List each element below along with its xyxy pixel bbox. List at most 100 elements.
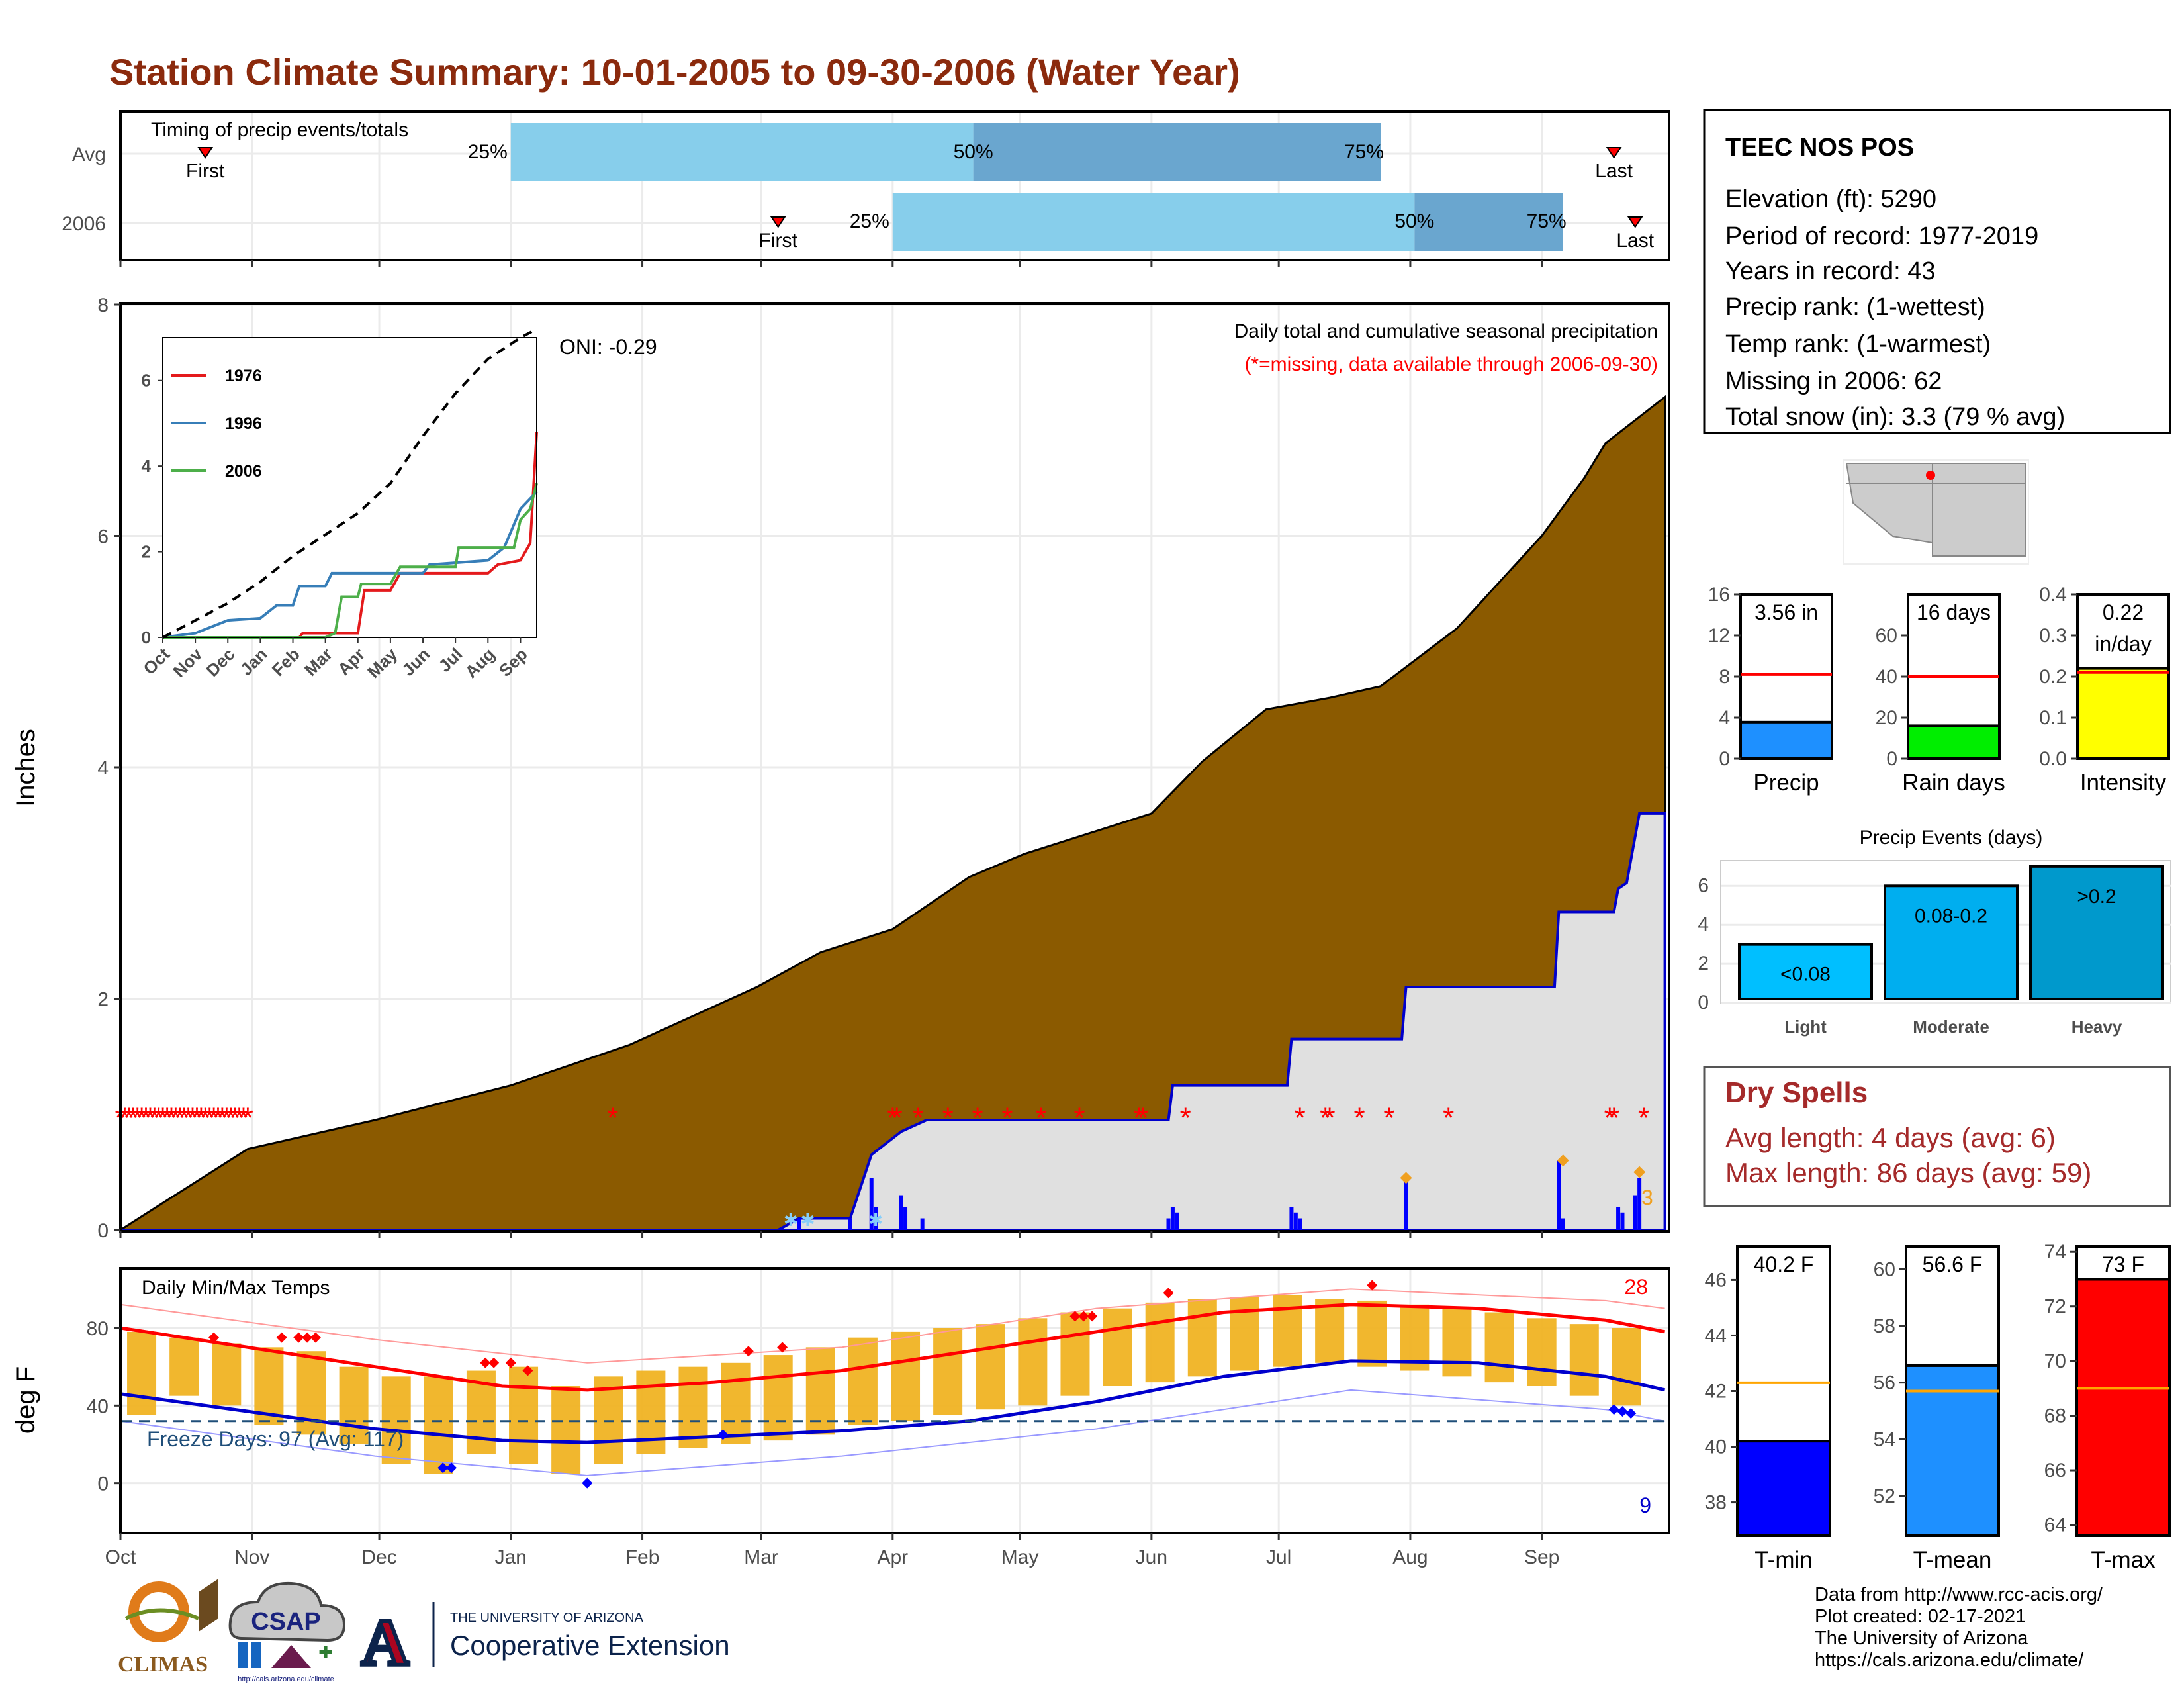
temp-range-bar — [763, 1355, 793, 1441]
missing-marker: * — [212, 1102, 224, 1134]
missing-marker: * — [179, 1102, 190, 1134]
missing-marker: * — [144, 1102, 156, 1134]
inset-ytick: 2 — [142, 542, 151, 562]
pct-label: 75% — [1344, 141, 1384, 163]
observed-cumulative-area — [120, 812, 1666, 1231]
gauge-value-bar — [1736, 1440, 1831, 1537]
locator-map — [1843, 459, 2029, 565]
gauge-value-bar — [2076, 667, 2170, 760]
last-marker-icon — [1627, 216, 1643, 228]
record-high-envelope — [120, 1288, 1665, 1364]
footer-line: https://cals.arizona.edu/climate/ — [1815, 1650, 2084, 1671]
ua-top-text: THE UNIVERSITY OF ARIZONA — [450, 1611, 644, 1625]
daily-precip-bar — [1561, 1218, 1565, 1230]
footer-line: Plot created: 02-17-2021 — [1815, 1606, 2026, 1627]
inset-xtick: Nov — [169, 644, 206, 681]
pct-label: 50% — [1394, 211, 1434, 232]
inset-frame — [162, 337, 537, 638]
temp-range-bar — [169, 1337, 199, 1396]
inset-xtick: Jan — [236, 644, 271, 679]
snow-marker: ✱ — [784, 1210, 798, 1230]
missing-marker: * — [942, 1102, 954, 1134]
gauge-ytick: 0.0 — [2039, 748, 2067, 770]
station-line: Years in record: 43 — [1725, 258, 1936, 285]
daily-precip-bar — [848, 1218, 852, 1230]
missing-marker: * — [1180, 1102, 1191, 1134]
daily-precip-bar — [1404, 1178, 1408, 1230]
inset-xtick: Feb — [268, 644, 304, 680]
missing-marker: * — [242, 1102, 253, 1134]
temp-ytick: 0 — [97, 1474, 109, 1495]
inset-series-line — [163, 483, 538, 639]
pct-label: 25% — [468, 141, 508, 163]
record-low-marker — [437, 1462, 449, 1474]
events-category: Heavy — [2071, 1017, 2122, 1037]
gauge-ytick: 70 — [2044, 1350, 2066, 1372]
gauge-ytick: 58 — [1874, 1315, 1895, 1337]
inset-chart: 1976 1996 2006 0 2 4 6 OctNovDecJanFebMarAprMa… — [139, 328, 538, 682]
missing-marker: * — [123, 1102, 134, 1134]
temp-range-bar — [1230, 1297, 1259, 1371]
temp-ytick: 40 — [87, 1395, 109, 1417]
gauge-ytick: 12 — [1708, 625, 1730, 647]
legend-label: 2006 — [225, 462, 262, 481]
missing-marker: * — [1324, 1102, 1336, 1134]
record-high-marker — [1069, 1311, 1081, 1322]
events-ytick: 2 — [1698, 953, 1709, 974]
avg-tmax-line — [120, 1303, 1666, 1392]
temp-range-bar — [1484, 1312, 1514, 1383]
first-marker-icon — [770, 216, 786, 228]
last-label: Last — [1616, 230, 1654, 252]
gauge-value-label: 16 days — [1917, 600, 1991, 624]
timing-panel: 25% 50% 75% First Last 25% 50% 75% First Last Tim… — [62, 110, 1670, 261]
record-high-marker — [488, 1357, 500, 1368]
gauge-value-bar — [1907, 724, 2001, 761]
gauge-label: Precip — [1753, 770, 1819, 796]
temp-range-bar — [1527, 1318, 1557, 1386]
inset-xtick: Sep — [495, 644, 531, 680]
average-cumulative-area — [116, 395, 1666, 1231]
avg-tmin-line — [120, 1359, 1666, 1444]
gauge-ytick: 66 — [2044, 1460, 2066, 1481]
temp-range-bar — [1400, 1304, 1430, 1371]
month-label: Dec — [361, 1546, 396, 1568]
first-label: First — [186, 160, 225, 182]
snow-marker: ✱ — [801, 1210, 815, 1230]
footer: Data from http://www.rcc-acis.org/ Plot … — [118, 1579, 2103, 1683]
footer-line: The University of Arizona — [1815, 1628, 2028, 1649]
temp-range-bar — [551, 1386, 581, 1474]
missing-marker: * — [891, 1102, 903, 1134]
oni-label: ONI: -0.29 — [559, 335, 657, 359]
missing-marker: * — [913, 1102, 924, 1134]
gauge-value-bar — [2075, 1278, 2171, 1537]
ua-logo: A THE UNIVERSITY OF ARIZONA Cooperative … — [359, 1602, 730, 1681]
record-high-marker — [1163, 1288, 1174, 1299]
record-high-marker — [1078, 1311, 1089, 1322]
month-label: Mar — [744, 1546, 778, 1568]
inset-xtick: Dec — [203, 644, 239, 680]
gauge-label: T-mean — [1913, 1547, 1992, 1573]
inset-average-line — [162, 328, 537, 639]
missing-marker: * — [230, 1102, 241, 1134]
temp-range-bar — [721, 1362, 751, 1444]
missing-marker: * — [158, 1102, 169, 1134]
precip-ytick: 6 — [97, 526, 109, 548]
daily-precip-bar — [1166, 1218, 1171, 1230]
gauge-ytick: 0 — [1719, 748, 1730, 770]
dry-spells-title: Dry Spells — [1725, 1076, 1868, 1109]
quartile-bar-early — [892, 193, 1415, 251]
gauge-value-label: 56.6 F — [1923, 1252, 1983, 1276]
temp-range-bar — [891, 1331, 921, 1421]
missing-marker: * — [1001, 1102, 1013, 1134]
timing-frame — [119, 110, 1670, 261]
cactus-icon: ✚ — [318, 1643, 333, 1663]
gauge-ytick: 54 — [1874, 1429, 1895, 1450]
gauge-ytick: 0.4 — [2039, 584, 2067, 606]
missing-marker: * — [221, 1102, 232, 1134]
inset-xtick: Jun — [398, 644, 433, 680]
temp-range-bar — [424, 1376, 453, 1474]
first-label: First — [759, 230, 798, 252]
inset-ytick: 0 — [142, 628, 151, 647]
inset-ytick: 6 — [142, 371, 151, 391]
last-label: Last — [1595, 160, 1633, 182]
